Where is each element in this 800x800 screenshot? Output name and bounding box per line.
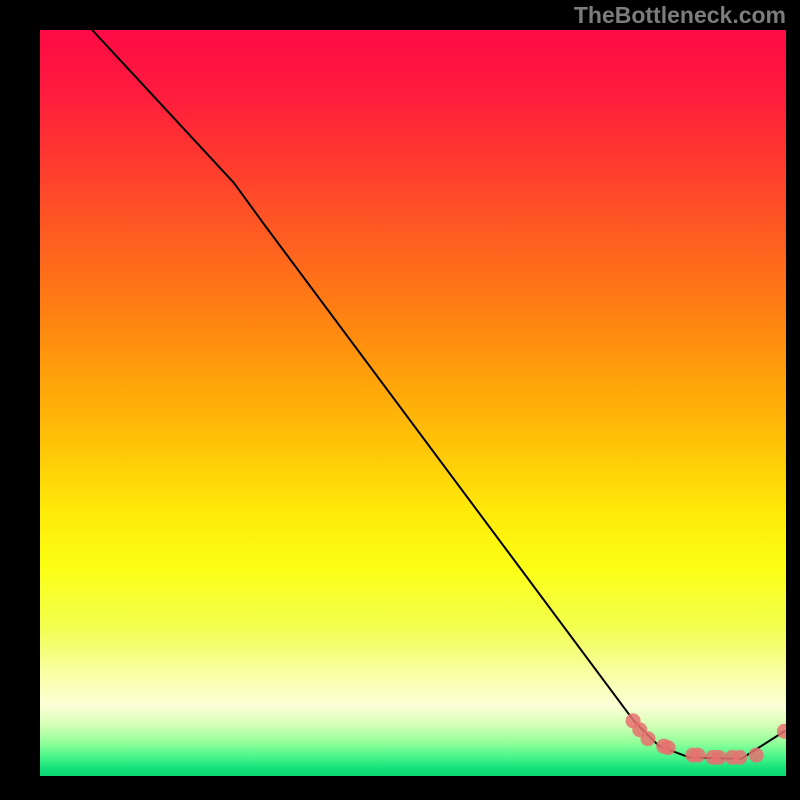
- chart-marker: [711, 750, 726, 765]
- chart-marker: [661, 740, 676, 755]
- plot-area: [40, 30, 786, 776]
- stage: TheBottleneck.com: [0, 0, 800, 800]
- chart-line: [92, 30, 784, 759]
- chart-marker: [777, 724, 786, 739]
- chart-marker: [749, 748, 764, 763]
- chart-marker: [640, 731, 655, 746]
- chart-marker: [732, 750, 747, 765]
- chart-overlay: [40, 30, 786, 776]
- watermark-text: TheBottleneck.com: [574, 2, 786, 29]
- chart-marker: [690, 748, 705, 763]
